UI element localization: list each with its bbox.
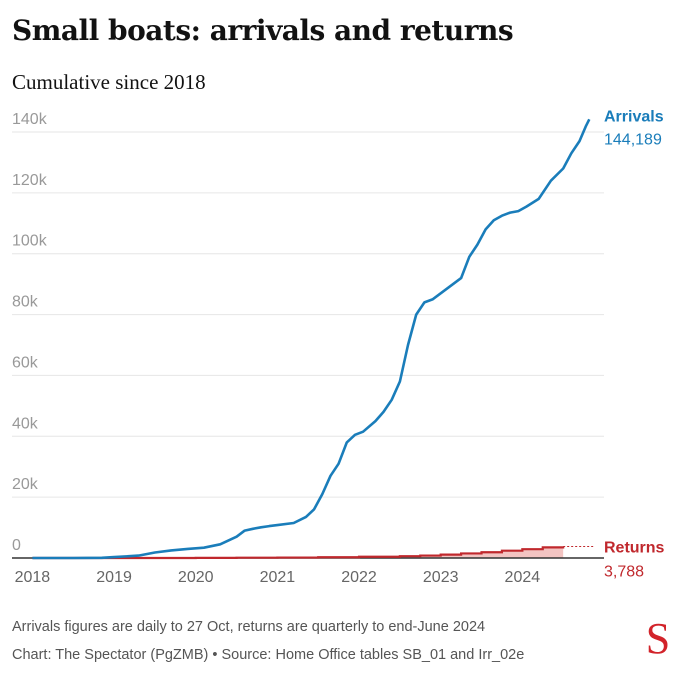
plot-area	[12, 118, 604, 560]
series-end-labels: Arrivals 144,189 Returns 3,788	[604, 110, 665, 580]
y-tick-label: 140k	[12, 111, 48, 128]
y-tick-label: 120k	[12, 172, 48, 189]
chart-subtitle: Cumulative since 2018	[12, 70, 206, 94]
x-tick-label: 2019	[96, 569, 132, 586]
y-tick-label: 0	[12, 537, 21, 554]
x-tick-label: 2024	[505, 569, 541, 586]
arrivals-series-label: Arrivals	[604, 110, 664, 125]
x-axis-tick-labels: 2018 2019 2020 2021 2022 2023 2024	[15, 569, 541, 586]
chart-credit: Chart: The Spectator (PgZMB) • Source: H…	[12, 647, 525, 663]
y-axis-tick-labels: 0 20k 40k 60k 80k 100k 120k 140k	[12, 111, 48, 554]
x-tick-label: 2023	[423, 569, 459, 586]
chart-title: Small boats: arrivals and returns	[12, 14, 514, 47]
y-tick-label: 60k	[12, 354, 39, 371]
x-tick-label: 2022	[341, 569, 377, 586]
gridlines	[12, 131, 604, 498]
x-tick-label: 2020	[178, 569, 214, 586]
y-tick-label: 80k	[12, 294, 39, 311]
y-tick-label: 40k	[12, 415, 39, 432]
spectator-logo: S	[645, 614, 671, 663]
x-tick-label: 2021	[260, 569, 296, 586]
y-tick-label: 100k	[12, 233, 48, 250]
x-tick-label: 2018	[15, 569, 51, 586]
returns-line	[32, 546, 565, 560]
arrivals-line	[32, 118, 591, 560]
y-tick-label: 20k	[12, 476, 39, 493]
chart-footnote: Arrivals figures are daily to 27 Oct, re…	[12, 619, 486, 635]
returns-series-label: Returns	[604, 539, 665, 556]
arrivals-end-value: 144,189	[604, 131, 662, 148]
returns-end-value: 3,788	[604, 563, 644, 580]
returns-area	[32, 546, 564, 558]
